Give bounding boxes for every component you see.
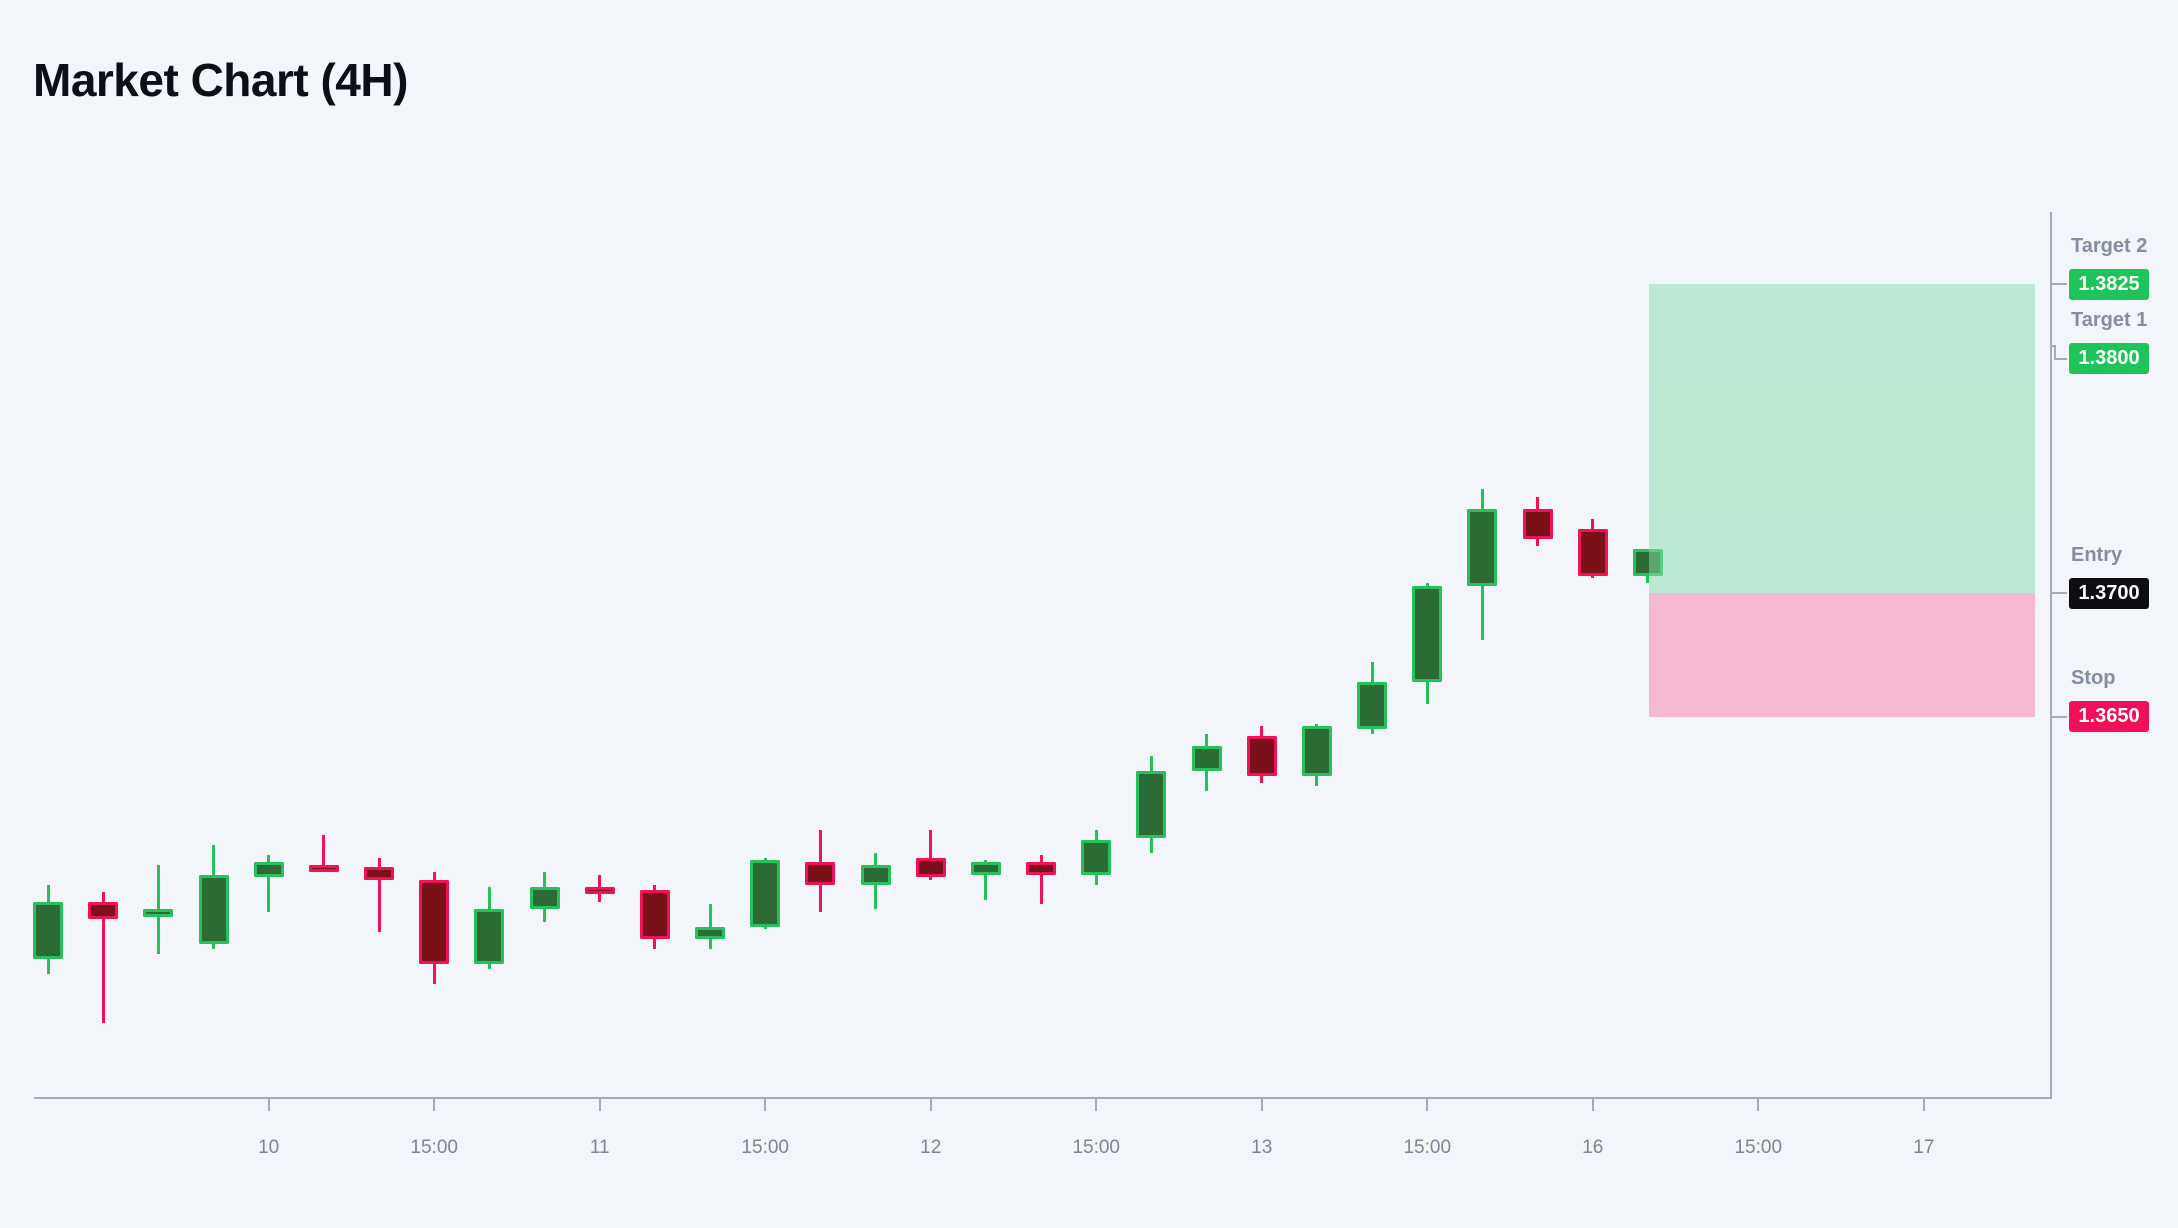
candle-body — [695, 926, 726, 940]
candle-body — [584, 887, 615, 895]
candle-body — [33, 902, 63, 959]
level-connector — [2054, 344, 2056, 360]
time-axis-label: 10 — [258, 1137, 280, 1158]
time-axis-label: 11 — [589, 1137, 610, 1158]
candle-body — [1577, 528, 1608, 576]
loss-zone[interactable] — [1649, 593, 2035, 717]
stop-label: Stop — [2071, 667, 2116, 690]
candle-body — [1522, 508, 1553, 539]
candle-body — [474, 909, 505, 964]
time-axis-label: 15:00 — [1403, 1137, 1452, 1158]
target1-label: Target 1 — [2071, 309, 2148, 332]
time-axis-tick — [764, 1097, 767, 1111]
candle-body — [915, 857, 946, 878]
stop-price-badge[interactable]: 1.3650 — [2069, 701, 2149, 733]
candle-body — [253, 862, 284, 878]
level-connector — [2050, 592, 2067, 594]
candle-wick — [101, 892, 105, 1024]
time-axis-tick — [929, 1097, 932, 1111]
time-axis-tick — [1591, 1097, 1594, 1111]
candle-body — [419, 879, 450, 964]
level-connector — [2050, 283, 2067, 285]
candle-body — [1081, 840, 1112, 875]
candle-body — [1357, 681, 1388, 729]
time-axis-label: 15:00 — [410, 1137, 458, 1158]
candle-body — [88, 902, 119, 920]
candle-body — [1301, 726, 1332, 776]
time-axis-label: 15:00 — [1072, 1137, 1120, 1158]
candle-wick — [267, 855, 271, 912]
time-axis-label: 17 — [1913, 1137, 1935, 1158]
level-connector — [2054, 357, 2067, 360]
target2-price-badge[interactable]: 1.3825 — [2069, 268, 2149, 300]
time-axis-tick — [1260, 1097, 1263, 1111]
time-axis-label: 13 — [1251, 1137, 1273, 1158]
candle-wick — [377, 857, 381, 932]
time-axis-label: 15:00 — [1734, 1137, 1783, 1158]
time-axis-label: 16 — [1582, 1137, 1604, 1158]
candle-wick — [322, 835, 326, 870]
time-axis-line — [34, 1097, 2052, 1099]
target2-label: Target 2 — [2071, 234, 2148, 257]
time-axis-label: 15:00 — [741, 1137, 789, 1158]
entry-label: Entry — [2071, 543, 2123, 566]
time-axis-tick — [1757, 1097, 1760, 1111]
candle-body — [970, 862, 1001, 875]
candle-body — [143, 909, 174, 917]
candle-body — [1136, 770, 1167, 838]
price-axis-line — [2050, 212, 2052, 1099]
candle-wick — [984, 859, 988, 900]
time-axis-tick — [598, 1097, 601, 1111]
time-axis-tick — [433, 1097, 436, 1111]
time-axis-label: 12 — [920, 1137, 942, 1158]
target1-price-badge[interactable]: 1.3800 — [2069, 343, 2149, 375]
page-title: Market Chart (4H) — [33, 53, 408, 106]
candle-body — [1467, 508, 1498, 586]
time-axis-tick — [1426, 1097, 1429, 1111]
candle-body — [308, 864, 339, 872]
candle-body — [1026, 862, 1057, 875]
candle-body — [198, 874, 229, 944]
candle-body — [860, 864, 891, 885]
entry-price-badge[interactable]: 1.3700 — [2069, 577, 2149, 609]
candle-wick — [1039, 855, 1043, 905]
profit-zone[interactable] — [1649, 284, 2035, 593]
candle-wick — [156, 864, 160, 954]
time-axis-tick — [267, 1097, 270, 1111]
candle-body — [639, 889, 670, 940]
candle-wick — [929, 830, 933, 880]
time-axis-tick — [1095, 1097, 1098, 1111]
candle-body — [805, 862, 836, 885]
candle-wick — [708, 904, 712, 949]
candle-body — [529, 887, 560, 910]
candle-body — [750, 859, 781, 927]
level-connector — [2050, 344, 2056, 347]
time-axis-tick — [1922, 1097, 1925, 1111]
level-connector — [2050, 715, 2067, 718]
candle-body — [1191, 746, 1222, 771]
candle-body — [364, 867, 395, 880]
candle-body — [1246, 736, 1277, 776]
candle-body — [1412, 585, 1443, 682]
